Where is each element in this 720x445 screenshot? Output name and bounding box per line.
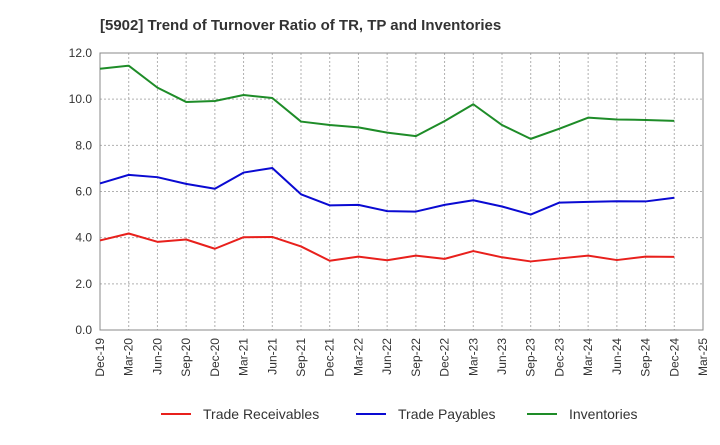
series-line-trade-payables bbox=[99, 166, 675, 216]
x-tick-label: Dec-24 bbox=[667, 338, 681, 377]
x-tick-label: Mar-22 bbox=[351, 338, 365, 376]
y-tick-label: 2.0 bbox=[75, 277, 92, 291]
legend: Trade Receivables Trade Payables Inventori… bbox=[161, 406, 637, 422]
chart-title: [5902] Trend of Turnover Ratio of TR, TP… bbox=[100, 17, 501, 34]
x-tick-label: Dec-20 bbox=[208, 338, 222, 377]
y-tick-label: 0.0 bbox=[75, 323, 92, 337]
y-tick-label: 8.0 bbox=[75, 138, 92, 152]
x-tick-label: Sep-23 bbox=[524, 338, 538, 377]
y-tick-label: 12.0 bbox=[69, 46, 93, 60]
x-tick-label: Mar-21 bbox=[237, 338, 251, 376]
axes: 0.0 2.0 4.0 6.0 8.0 10.0 12.0 Dec-19 Mar-20 Jun-2… bbox=[69, 46, 710, 377]
x-tick-label: Sep-24 bbox=[639, 338, 653, 377]
series-line-trade-receivables bbox=[99, 232, 675, 263]
x-tick-label: Jun-22 bbox=[380, 338, 394, 375]
x-tick-label: Dec-23 bbox=[552, 338, 566, 377]
x-tick-label: Dec-19 bbox=[93, 338, 107, 377]
x-tick-label: Mar-24 bbox=[581, 338, 595, 376]
legend-label-trade-payables: Trade Payables bbox=[398, 406, 496, 422]
y-tick-label: 6.0 bbox=[75, 185, 92, 199]
x-tick-label: Sep-20 bbox=[179, 338, 193, 377]
x-tick-label: Jun-21 bbox=[265, 338, 279, 375]
x-tick-label: Jun-24 bbox=[610, 338, 624, 375]
series bbox=[99, 64, 675, 263]
grid bbox=[99, 52, 704, 331]
x-tick-label: Mar-20 bbox=[122, 338, 136, 376]
x-tick-label: Dec-21 bbox=[323, 338, 337, 377]
y-tick-label: 10.0 bbox=[69, 92, 93, 106]
x-tick-label: Jun-23 bbox=[495, 338, 509, 375]
x-tick-label: Mar-23 bbox=[466, 338, 480, 376]
series-line-inventories bbox=[99, 64, 675, 140]
x-tick-label: Dec-22 bbox=[438, 338, 452, 377]
y-tick-label: 4.0 bbox=[75, 231, 92, 245]
x-tick-label: Sep-21 bbox=[294, 338, 308, 377]
legend-label-inventories: Inventories bbox=[569, 406, 637, 422]
legend-label-trade-receivables: Trade Receivables bbox=[203, 406, 319, 422]
x-tick-label: Mar-25 bbox=[696, 338, 710, 376]
x-tick-label: Jun-20 bbox=[150, 338, 164, 375]
plot-frame bbox=[99, 52, 704, 331]
x-tick-label: Sep-22 bbox=[409, 338, 423, 377]
